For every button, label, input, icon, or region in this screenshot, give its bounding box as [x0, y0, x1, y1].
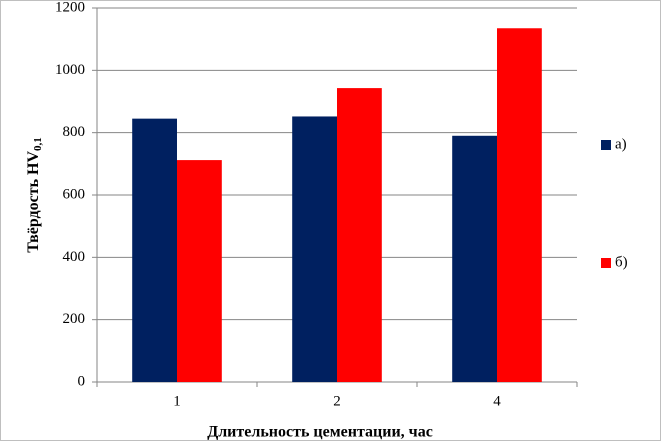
- y-tick-label: 1000: [55, 62, 85, 78]
- x-tick-label: 2: [333, 393, 341, 409]
- y-tick-label: 1200: [55, 0, 85, 15]
- y-axis-title-main: Твёрдость HV: [25, 151, 42, 253]
- bar: [177, 160, 222, 382]
- legend-label: б): [615, 254, 628, 270]
- legend-swatch: [601, 140, 611, 150]
- bar: [452, 135, 497, 382]
- y-tick-label: 600: [63, 186, 86, 202]
- y-tick-label: 200: [63, 311, 86, 327]
- bar: [132, 118, 177, 383]
- y-tick-label: 400: [63, 249, 86, 265]
- x-tick-label: 1: [173, 393, 181, 409]
- bar: [497, 28, 542, 383]
- x-axis-title: Длительность цементации, час: [207, 424, 433, 441]
- bar: [292, 116, 337, 383]
- legend-swatch: [601, 258, 611, 268]
- x-tick-label: 4: [493, 393, 501, 409]
- y-tick-label: 800: [63, 124, 86, 140]
- legend-label: а): [615, 136, 627, 152]
- y-axis-title: Твёрдость HV0,1: [25, 137, 44, 253]
- y-axis-title-subscript: 0,1: [32, 137, 44, 151]
- y-tick-label: 0: [78, 373, 86, 389]
- bar: [337, 88, 382, 383]
